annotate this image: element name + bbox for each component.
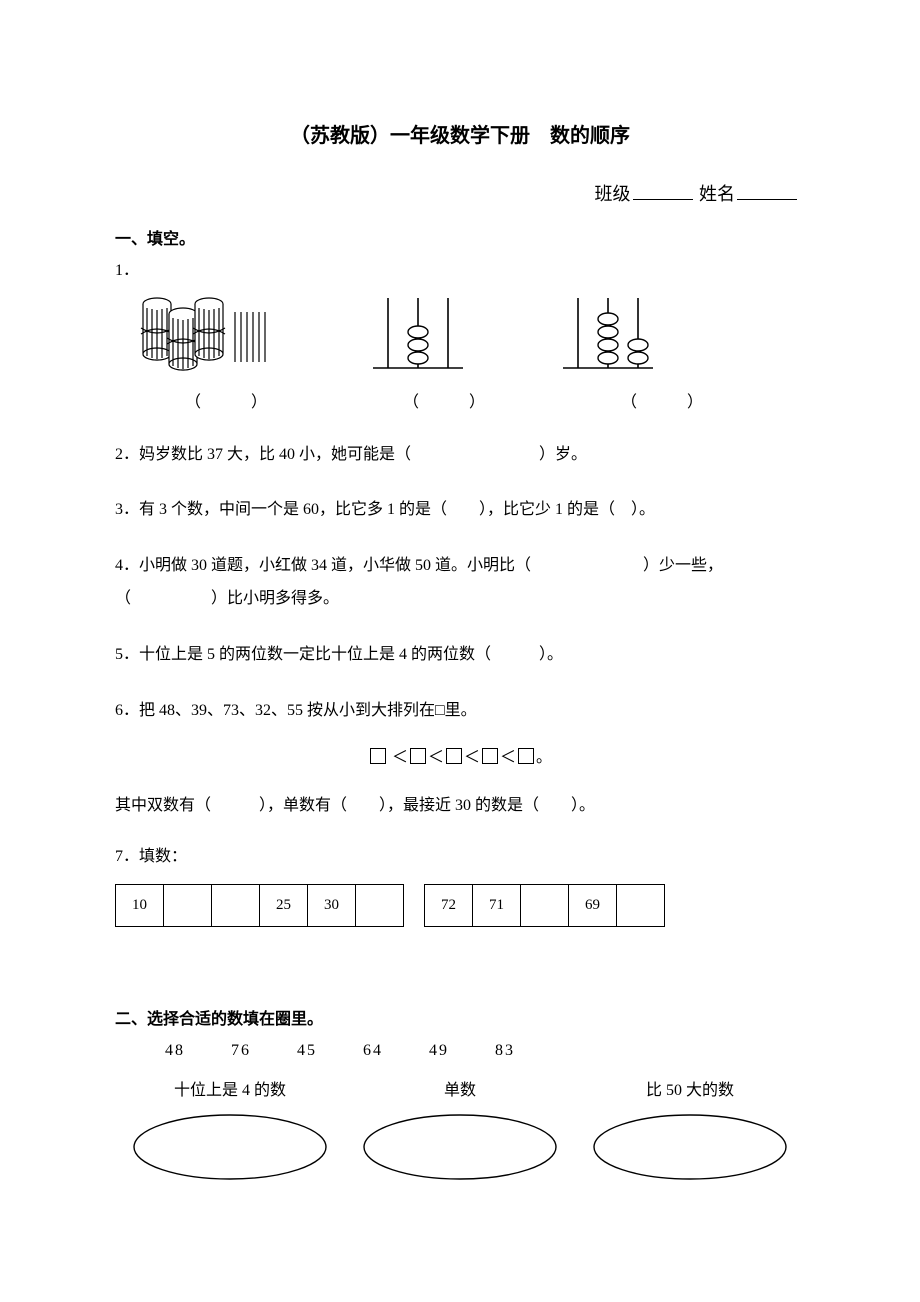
q7-label: 7．填数：	[115, 844, 805, 870]
q7: 7．填数： 10 25 30 72 71 69	[115, 844, 805, 934]
box-icon[interactable]	[482, 748, 498, 764]
q1: 1．	[115, 258, 805, 415]
section2-numbers: 48 76 45 64 49 83	[115, 1038, 805, 1064]
cell[interactable]: 69	[569, 884, 617, 926]
cell[interactable]	[617, 884, 665, 926]
q6-boxes: ＜＜＜＜。	[115, 745, 805, 771]
q1-fig-abacus2	[553, 290, 663, 380]
q4: 4．小明做 30 道题，小红做 34 道，小华做 50 道。小明比（ ）少一些，…	[115, 549, 805, 616]
q7-table-b: 72 71 69	[424, 884, 665, 927]
oval-label-2: 单数	[444, 1078, 476, 1104]
cell[interactable]	[521, 884, 569, 926]
page-title: （苏教版）一年级数学下册 数的顺序	[115, 120, 805, 152]
oval-icon[interactable]	[130, 1111, 330, 1183]
q1-number: 1．	[115, 258, 805, 284]
box-icon[interactable]	[446, 748, 462, 764]
cell[interactable]: 71	[473, 884, 521, 926]
q5: 5．十位上是 5 的两位数一定比十位上是 4 的两位数（ ）。	[115, 638, 805, 672]
oval-label-3: 比 50 大的数	[646, 1078, 734, 1104]
cell[interactable]: 30	[308, 884, 356, 926]
cell[interactable]: 10	[116, 884, 164, 926]
q2: 2．妈岁数比 37 大，比 40 小，她可能是（ ）岁。	[115, 438, 805, 472]
q7-table-a: 10 25 30	[115, 884, 404, 927]
cell[interactable]	[356, 884, 404, 926]
class-label: 班级	[595, 184, 631, 204]
cell[interactable]	[212, 884, 260, 926]
q6-followup: 其中双数有（ ），单数有（ ），最接近 30 的数是（ ）。	[115, 789, 805, 823]
box-icon[interactable]	[518, 748, 534, 764]
oval-label-1: 十位上是 4 的数	[174, 1078, 286, 1104]
q1-paren-3[interactable]: （ ）	[621, 390, 709, 416]
class-blank[interactable]	[633, 180, 693, 200]
q6-text: 6．把 48、39、73、32、55 按从小到大排列在□里。	[115, 694, 805, 728]
cell[interactable]	[164, 884, 212, 926]
cell[interactable]: 72	[425, 884, 473, 926]
oval-icon[interactable]	[590, 1111, 790, 1183]
class-name-line: 班级 姓名	[115, 180, 805, 209]
oval-row: 十位上是 4 的数 单数 比 50 大的数	[115, 1078, 805, 1184]
section2-heading: 二、选择合适的数填在圈里。	[115, 1007, 805, 1033]
oval-icon[interactable]	[360, 1111, 560, 1183]
q1-paren-2[interactable]: （ ）	[403, 390, 491, 416]
section1-heading: 一、填空。	[115, 227, 805, 253]
q3: 3．有 3 个数，中间一个是 60，比它多 1 的是（ ），比它少 1 的是（ …	[115, 493, 805, 527]
q1-fig-abacus1	[363, 290, 473, 380]
box-icon[interactable]	[370, 748, 386, 764]
q6: 6．把 48、39、73、32、55 按从小到大排列在□里。 ＜＜＜＜。 其中双…	[115, 694, 805, 823]
name-label: 姓名	[699, 184, 735, 204]
name-blank[interactable]	[737, 180, 797, 200]
q1-fig-bundles	[133, 290, 283, 380]
box-icon[interactable]	[410, 748, 426, 764]
q1-paren-1[interactable]: （ ）	[185, 390, 273, 416]
cell[interactable]: 25	[260, 884, 308, 926]
